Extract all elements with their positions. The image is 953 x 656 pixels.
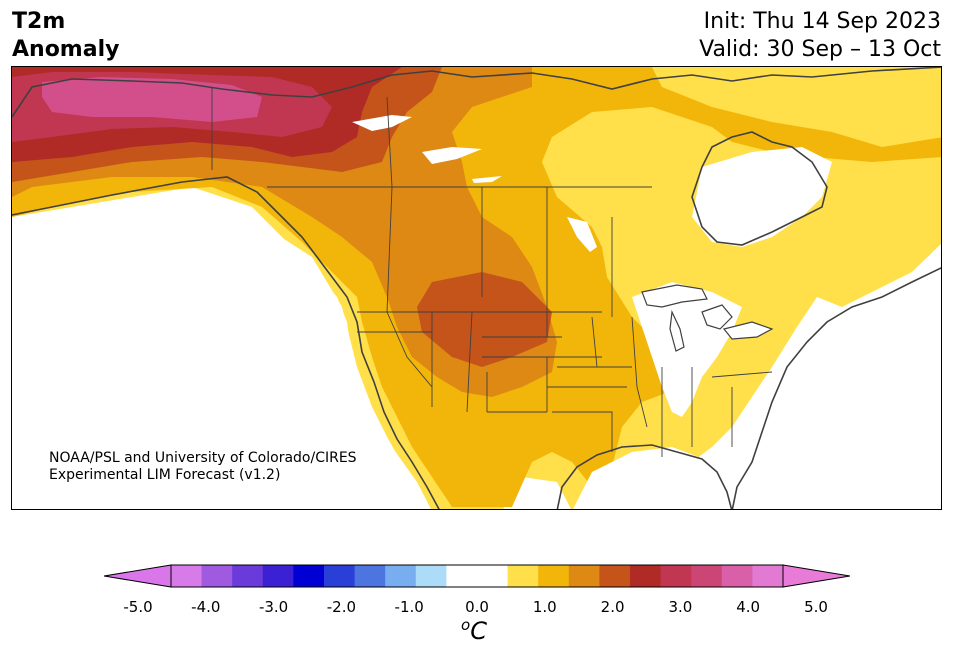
- colorbar-swatch: [660, 565, 692, 587]
- colorbar-swatch: [538, 565, 570, 587]
- colorbar-swatch: [232, 565, 264, 587]
- colorbar-extend-low: [104, 564, 172, 588]
- colorbar-tick-label: -3.0: [258, 598, 289, 616]
- colorbar-swatch: [630, 565, 662, 587]
- colorbar-unit: oC: [461, 616, 487, 645]
- unit-celsius: C: [470, 617, 487, 645]
- colorbar-swatch: [324, 565, 356, 587]
- forecast-dates: Init: Thu 14 Sep 2023 Valid: 30 Sep – 13…: [699, 8, 941, 64]
- unit-degree: o: [461, 616, 471, 634]
- colorbar-swatch: [201, 565, 233, 587]
- colorbar-swatch: [354, 565, 386, 587]
- great-slave-lake: [352, 115, 412, 131]
- title-line-1: T2m: [12, 9, 66, 34]
- colorbar-swatch: [599, 565, 631, 587]
- great-bear-lake: [422, 147, 482, 164]
- colorbar-tick-label: 2.0: [600, 598, 625, 616]
- colorbar-tick-label: 0.0: [465, 598, 489, 616]
- coastline-alaska-north: [12, 67, 941, 118]
- coastline-west: [12, 176, 440, 509]
- colorbar-tick-label: 4.0: [736, 598, 761, 616]
- colorbar-swatch: [477, 565, 509, 587]
- credit-line-1: NOAA/PSL and University of Colorado/CIRE…: [49, 450, 357, 466]
- colorbar-tick-label: -2.0: [326, 598, 357, 616]
- colorbar-tick-label: -1.0: [394, 598, 424, 616]
- colorbar-swatch: [691, 565, 723, 587]
- anomaly-fill-neutral-east: [632, 147, 832, 417]
- colorbar-swatch: [415, 565, 447, 587]
- anomaly-fill-pink-max: [42, 77, 262, 122]
- colorbar-swatch: [446, 565, 478, 587]
- colorbar-tick-label: 3.0: [668, 598, 693, 616]
- lake-athabasca: [472, 176, 502, 183]
- coastline-east: [731, 267, 941, 509]
- great-lakes: [641, 284, 774, 352]
- colorbar-swatch: [568, 565, 600, 587]
- anomaly-map: [12, 67, 941, 509]
- init-date: Init: Thu 14 Sep 2023: [703, 9, 941, 34]
- colorbar-tick-label: -4.0: [191, 598, 221, 616]
- colorbar-swatch: [293, 565, 325, 587]
- lake-winnipeg: [567, 217, 597, 252]
- political-borders: [211, 87, 773, 457]
- colorbar-swatch: [171, 565, 203, 587]
- valid-range: Valid: 30 Sep – 13 Oct: [699, 37, 941, 62]
- colorbar-swatch: [262, 565, 294, 587]
- map-panel: [11, 66, 942, 510]
- colorbar-tick-label: -5.0: [123, 598, 153, 616]
- anomaly-fill-neutral-gulf: [573, 327, 941, 509]
- coastline-gulf: [556, 444, 733, 509]
- colorbar-extend-high: [782, 564, 850, 588]
- map-title: T2m Anomaly: [12, 8, 119, 64]
- colorbar-frame: [170, 564, 784, 588]
- colorbar-swatch: [385, 565, 417, 587]
- colorbar-swatch: [507, 565, 539, 587]
- colorbar-tick-label: 1.0: [532, 598, 557, 616]
- colorbar: [104, 564, 850, 588]
- credit-line-2: Experimental LIM Forecast (v1.2): [49, 467, 281, 483]
- colorbar-tick-label: 5.0: [804, 598, 828, 616]
- title-line-2: Anomaly: [12, 37, 120, 62]
- colorbar-swatch: [721, 565, 753, 587]
- credit-text: NOAA/PSL and University of Colorado/CIRE…: [49, 450, 357, 484]
- coastline-hudson-bay: [691, 131, 828, 246]
- anomaly-fill-neutral-pacific: [12, 207, 431, 509]
- colorbar-swatch: [752, 565, 784, 587]
